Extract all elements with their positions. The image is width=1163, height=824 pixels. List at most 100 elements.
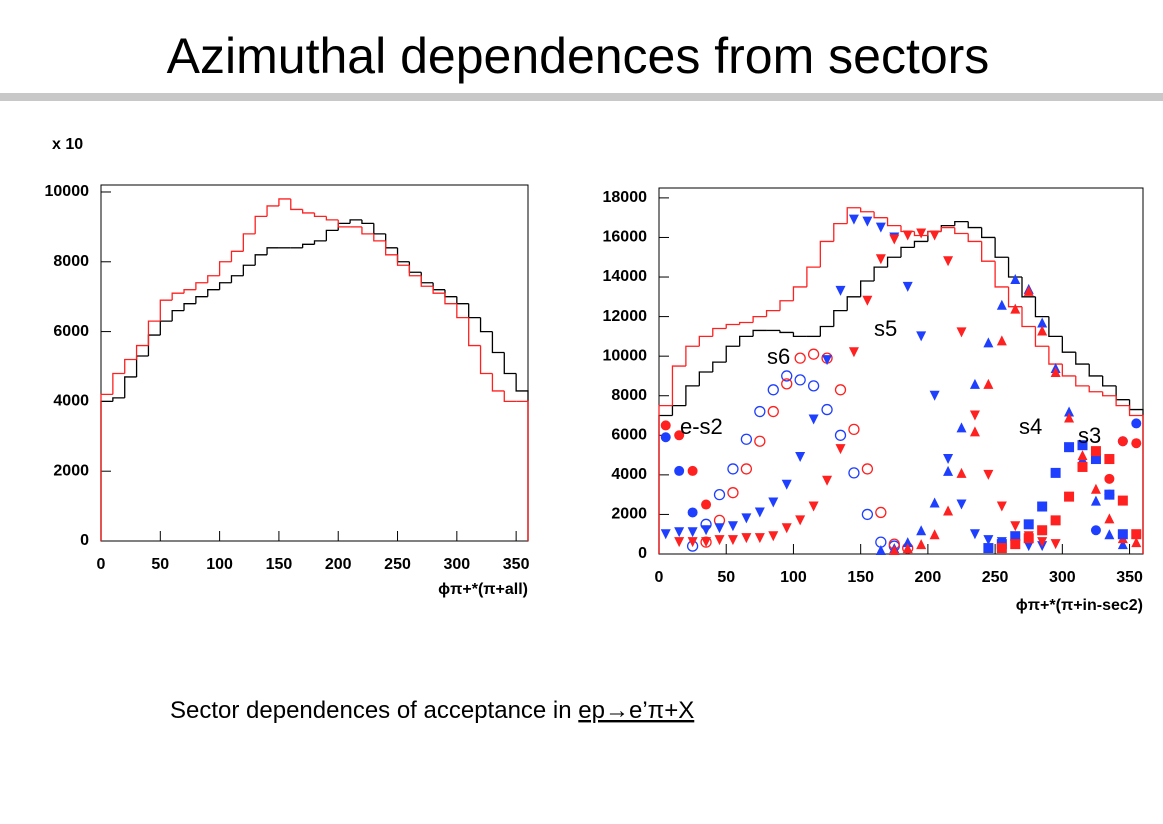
histogram-step <box>1115 385 1130 401</box>
marker <box>956 467 967 478</box>
marker <box>781 378 793 390</box>
histogram-step <box>254 254 268 266</box>
y-tick-label: 4000 <box>53 393 89 410</box>
histogram-step <box>266 205 279 217</box>
marker <box>768 531 779 542</box>
marker <box>1050 366 1061 377</box>
marker <box>1010 303 1021 314</box>
marker <box>1064 406 1075 417</box>
marker <box>1010 274 1021 285</box>
histogram-step <box>1102 375 1117 387</box>
marker <box>821 403 833 416</box>
histogram-step <box>135 355 149 377</box>
marker <box>767 405 779 418</box>
histogram-step <box>860 280 875 297</box>
histogram-step <box>792 286 807 301</box>
y-tick-label: 14000 <box>603 268 648 285</box>
histogram-step <box>456 296 469 305</box>
histogram-step <box>1061 364 1076 377</box>
marker <box>1037 317 1048 328</box>
histogram-step <box>1034 326 1049 347</box>
histogram-step <box>195 282 208 290</box>
marker <box>929 497 940 508</box>
marker <box>916 539 927 550</box>
marker <box>701 537 712 548</box>
histogram-step <box>207 275 220 283</box>
histogram-step <box>112 372 125 395</box>
marker <box>1037 501 1048 512</box>
marker <box>781 479 792 490</box>
marker <box>727 535 738 546</box>
marker <box>1037 537 1048 548</box>
marker <box>808 501 819 512</box>
histogram-step <box>913 240 928 248</box>
histogram-step <box>444 289 457 298</box>
histogram-step <box>408 261 422 273</box>
histogram-step <box>242 264 256 276</box>
marker <box>741 513 752 524</box>
histogram-step <box>712 361 727 372</box>
x-tick-label: 100 <box>780 569 807 586</box>
marker <box>1090 483 1101 494</box>
histogram-step <box>444 293 457 305</box>
marker <box>835 285 846 296</box>
histogram-step <box>792 332 807 338</box>
marker <box>1090 525 1101 536</box>
histogram-step <box>846 296 861 311</box>
marker <box>754 405 766 418</box>
marker <box>902 230 913 241</box>
histogram-step <box>301 243 315 248</box>
slide-title: Azimuthal dependences from sectors <box>167 28 990 84</box>
marker <box>956 327 967 338</box>
marker <box>754 435 766 447</box>
histogram-step <box>479 317 493 333</box>
histogram-step <box>491 331 505 354</box>
histogram-step <box>373 233 386 242</box>
marker <box>875 545 886 556</box>
histogram-step <box>1088 364 1103 377</box>
histogram-step <box>1061 336 1076 353</box>
annotation: s6 <box>767 344 790 369</box>
marker <box>1064 412 1075 423</box>
y-tick-label: 8000 <box>611 387 647 404</box>
y-tick-label: 6000 <box>611 427 647 444</box>
marker <box>674 465 685 476</box>
y-tick-label: 10000 <box>45 183 90 200</box>
histogram-step <box>361 226 374 235</box>
annotation: e-s2 <box>680 414 723 439</box>
marker <box>808 414 819 425</box>
x-tick-label: 200 <box>325 556 352 573</box>
histogram-step <box>313 212 327 218</box>
marker <box>1010 539 1021 550</box>
marker <box>754 507 765 518</box>
histogram-step <box>491 373 505 392</box>
marker <box>1077 440 1088 451</box>
histogram-step <box>765 310 780 317</box>
histogram-step <box>779 330 794 334</box>
y-tick-label: 0 <box>638 545 647 562</box>
marker <box>701 525 712 536</box>
marker <box>740 463 753 475</box>
marker <box>862 216 873 227</box>
histogram-step <box>698 371 713 386</box>
histogram-step <box>725 323 740 329</box>
histogram-step <box>100 393 113 541</box>
histogram-step <box>886 217 901 227</box>
marker <box>875 222 886 233</box>
marker <box>1117 539 1128 550</box>
marker <box>674 430 685 441</box>
histogram-step <box>1048 316 1063 338</box>
marker <box>1104 529 1115 540</box>
marker <box>1077 450 1088 461</box>
marker <box>1131 537 1142 548</box>
histogram-step <box>124 358 137 374</box>
marker <box>1117 436 1128 447</box>
histogram-step <box>361 219 374 225</box>
marker <box>835 444 846 455</box>
marker <box>1090 446 1101 457</box>
marker <box>834 384 847 396</box>
x-tick-label: 350 <box>503 556 530 573</box>
histogram-step <box>147 334 161 357</box>
histogram-step <box>886 256 901 268</box>
